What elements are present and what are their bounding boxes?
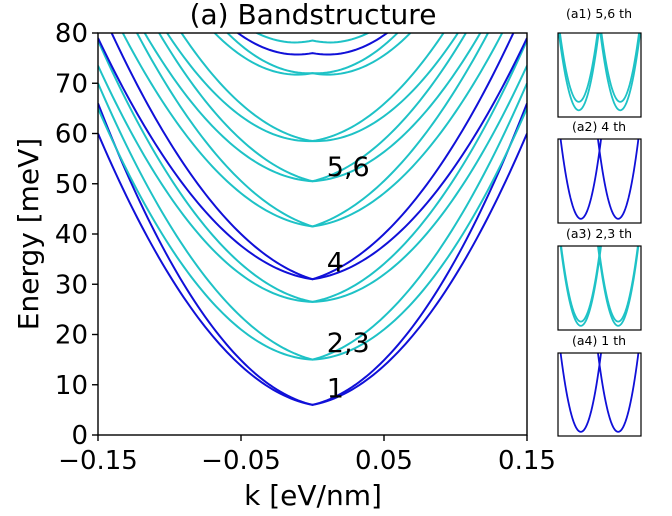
inset-series-1 [560,246,602,323]
x-tick-label: −0.05 [201,446,281,476]
band-label: 5,6 [327,152,370,183]
inset-series-2 [597,139,640,220]
main-title: (a) Bandstructure [190,0,437,31]
inset-a4-frame [557,352,642,437]
y-tick-label: 30 [55,270,88,300]
inset-a3-frame [557,245,642,331]
y-tick-label: 70 [55,69,88,99]
band-label: 1 [327,373,344,404]
inset-a4-title: (a4) 1 th [572,333,626,348]
band-series-6 [98,40,527,303]
band-series-12 [157,33,468,183]
band-series-10 [135,33,490,228]
band-label: 2,3 [327,328,370,359]
x-tick-label: −0.15 [58,446,138,476]
band-series-16 [226,33,399,75]
x-axis-title: k [eV/nm] [244,479,382,512]
inset-series-3 [597,246,639,323]
band-series-2 [98,102,527,406]
y-tick-label: 40 [55,220,88,250]
y-tick-label: 80 [55,19,88,49]
band-series-9 [121,33,504,228]
inset-series-2 [559,246,602,327]
inset-a2: (a2) 4 th [557,119,642,224]
inset-series-2 [558,33,600,112]
y-axis-title: Energy [meV] [12,138,45,330]
main-plot-area [98,33,527,406]
band-series-3 [98,107,527,361]
inset-series-4 [599,33,641,112]
inset-series-2 [597,353,640,433]
band-series-8 [110,33,515,281]
x-tick-label: 0.15 [498,446,556,476]
inset-series-1 [559,33,599,103]
inset-series-4 [597,246,640,327]
inset-a3-title: (a3) 2,3 th [566,226,632,241]
y-tick-label: 10 [55,371,88,401]
band-series-1 [98,133,527,406]
inset-a2-frame [557,138,642,224]
inset-a2-title: (a2) 4 th [572,119,626,134]
inset-a4: (a4) 1 th [557,333,642,437]
y-tick-label: 20 [55,321,88,351]
x-tick-label: 0.05 [355,446,413,476]
band-series-4 [98,82,527,361]
band-series-17 [236,33,389,56]
band-series-18 [254,33,371,44]
inset-series-3 [600,33,640,103]
band-labels: 1 2,3 4 5,6 [327,152,370,404]
inset-a3: (a3) 2,3 th [557,226,642,331]
y-tick-label: 50 [55,170,88,200]
inset-a1: (a1) 5,6 th [557,6,642,118]
inset-a1-title: (a1) 5,6 th [566,6,632,21]
band-series-14 [180,33,445,143]
main-axis-ticks: −0.15 −0.05 0.05 0.15 0 10 20 30 40 50 60 70 80 [55,19,556,476]
y-tick-label: 0 [71,421,88,451]
y-tick-label: 60 [55,120,88,150]
band-label: 4 [327,248,344,279]
inset-a1-frame [557,32,642,118]
